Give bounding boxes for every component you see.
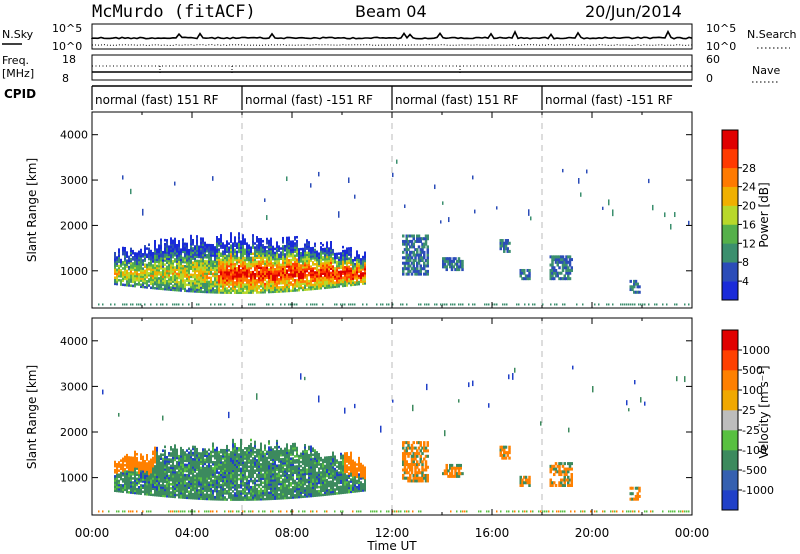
colorbar-tick-label: 24 [742,181,756,194]
y-tick-label: 2000 [60,219,88,232]
noise-sky-line [91,29,693,40]
nave-tick-bottom: 0 [706,72,713,85]
colorbar-swatch [722,130,738,150]
cpid-segment-label: normal (fast) -151 RF [545,93,673,107]
cpid-row: normal (fast) 151 RF normal (fast) -151 R… [91,85,692,110]
noise-left-label: N.Sky [2,28,34,41]
colorbar-tick-label: -25 [742,424,760,437]
colorbar-tick-label: -1000 [742,484,774,497]
colorbar-swatch [722,430,738,451]
colorbar-tick-label: 4 [742,275,749,288]
x-tick-label: 04:00 [175,526,210,540]
noise-search-line [92,44,693,46]
noise-trace [91,29,693,46]
time-axis: 00:00 04:00 08:00 12:00 16:00 20:00 00:00 [75,526,710,540]
colorbar-swatch [722,350,738,371]
beam-label: Beam 04 [355,2,427,21]
colorbar-swatch [722,410,738,431]
noise-tick-bottom: 10^0 [52,40,82,53]
power-colorbar-label: Power [dB] [757,182,771,247]
radar-name: McMurdo (fitACF) [92,2,256,22]
freq-label-2: [MHz] [2,67,34,80]
colorbar-swatch [722,262,738,282]
colorbar-tick-label: 500 [742,364,763,377]
date-label: 20/Jun/2014 [585,2,682,21]
power-ylabel: Slant Range [km] [25,158,39,262]
colorbar-swatch [722,490,738,511]
noise-panel: N.Sky 10^5 10^0 10^5 10^0 N.Search [2,22,797,53]
y-tick-label: 4000 [60,335,88,348]
colorbar-tick-label: 20 [742,200,756,213]
noise-right-tick-bottom: 10^0 [706,40,736,53]
colorbar-swatch [722,148,738,169]
noise-right-tick-top: 10^5 [706,22,736,35]
x-tick-label: 00:00 [75,526,110,540]
colorbar-swatch [722,370,738,391]
colorbar-tick-label: 28 [742,162,756,175]
cpid-segment-label: normal (fast) 151 RF [395,93,519,107]
y-tick-label: 4000 [60,129,88,142]
colorbar-tick-label: -100 [742,444,767,457]
x-tick-label: 00:00 [675,526,710,540]
colorbar-swatch [722,390,738,411]
colorbar-swatch [722,186,738,206]
colorbar-swatch [722,470,738,491]
power-panel: 1000 2000 3000 4000 Slant Range [km] 4 8 12 16… [25,111,771,309]
cpid-segment-label: normal (fast) -151 RF [245,93,373,107]
colorbar-swatch [722,167,738,187]
colorbar-tick-label: -500 [742,464,767,477]
x-tick-label: 12:00 [375,526,410,540]
freq-tick-top: 18 [62,53,76,66]
colorbar-tick-label: 100 [742,384,763,397]
y-tick-label: 1000 [60,265,88,278]
noise-tick-top: 10^5 [52,22,82,35]
x-tick-label: 08:00 [275,526,310,540]
cpid-label: CPID [4,87,36,101]
colorbar-tick-label: 12 [742,237,756,250]
y-tick-label: 1000 [60,472,88,485]
colorbar-swatch [722,281,738,301]
colorbar-swatch [722,450,738,471]
frequency-trace [92,65,692,75]
colorbar-tick-label: 8 [742,256,749,269]
noise-right-label: N.Search [747,28,797,41]
y-tick-label: 2000 [60,426,88,439]
colorbar-swatch [722,330,738,351]
x-tick-label: 20:00 [575,526,610,540]
colorbar-swatch [722,205,738,225]
time-axis-label: Time UT [366,539,417,553]
y-tick-label: 3000 [60,380,88,393]
nave-label: Nave [752,64,780,77]
colorbar-swatch [722,224,738,244]
colorbar-swatch [722,243,738,263]
cpid-segment-label: normal (fast) 151 RF [95,93,219,107]
colorbar-tick-label: 1000 [742,344,770,357]
colorbar-tick-label: 16 [742,218,756,231]
freq-tick-bottom: 8 [62,72,69,85]
frequency-panel: Freq. [MHz] 18 8 60 0 Nave [2,53,780,85]
colorbar-tick-label: 25 [742,404,756,417]
velocity-ylabel: Slant Range [km] [25,365,39,469]
nave-tick-top: 60 [706,53,720,66]
x-tick-label: 16:00 [475,526,510,540]
velocity-colorbar-label: Velocity [m s⁻¹] [757,365,771,458]
y-tick-label: 3000 [60,174,88,187]
freq-label-1: Freq. [2,54,29,67]
velocity-panel: 1000 2000 3000 4000 Slant Range [km] 1000 50… [25,317,774,516]
